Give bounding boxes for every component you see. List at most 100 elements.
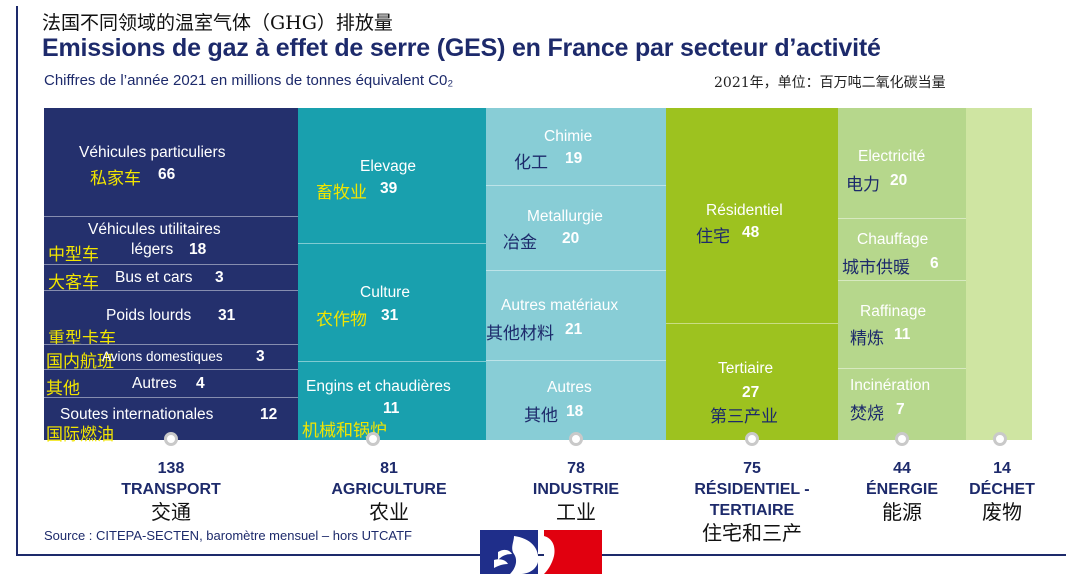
sector-marker-dot — [745, 432, 759, 446]
sector-industrie: Chimie 化工 19 Metallurgie 冶金 20 Autres ma… — [486, 108, 666, 440]
total-value: 78 — [567, 460, 585, 477]
value: 31 — [381, 307, 399, 324]
total-agriculture: 81 AGRICULTURE 农业 — [304, 458, 474, 524]
segment-autres-materiaux: Autres matériaux 其他材料 21 — [486, 270, 666, 360]
value: 27 — [742, 384, 760, 401]
label-fr: Bus et cars — [115, 269, 193, 286]
label-fr: Véhicules utilitaires — [88, 221, 221, 238]
label-cn: 化工 — [514, 153, 548, 173]
sector-transport: Véhicules particuliers 私家车 66 Véhicules … — [44, 108, 298, 445]
segment-poids-lourds: Poids lourds 31 重型卡车 — [44, 290, 298, 349]
chart-frame — [16, 6, 1066, 556]
label-fr: Metallurgie — [527, 208, 603, 225]
label-cn: 精炼 — [850, 329, 884, 349]
segment-autres-industrie: Autres 其他 18 — [486, 360, 666, 440]
label-cn: 其他材料 — [486, 324, 554, 344]
sector-dechet — [966, 108, 1032, 440]
label-cn: 国内航班 — [46, 352, 114, 372]
label-fr: Elevage — [360, 158, 417, 175]
value: 18 — [189, 241, 207, 258]
segment-soutes-internationales: Soutes internationales 12 国际燃油 — [44, 397, 298, 445]
label-fr: Culture — [360, 284, 410, 301]
label-fr: Autres matériaux — [501, 297, 619, 314]
label-fr: Véhicules particuliers — [79, 144, 226, 161]
segment-metallurgie: Metallurgie 冶金 20 — [486, 185, 666, 270]
segment-chauffage: Chauffage 城市供暖 6 — [838, 218, 966, 280]
total-transport: 138 TRANSPORT 交通 — [100, 458, 242, 524]
value: 18 — [566, 403, 584, 420]
value: 19 — [565, 150, 583, 167]
value: 6 — [930, 255, 939, 272]
sector-marker-dot — [366, 432, 380, 446]
label-cn: 第三产业 — [710, 407, 778, 427]
segment-residentiel: Résidentiel 住宅 48 — [666, 108, 838, 323]
label-cn: 畜牧业 — [316, 183, 367, 203]
label-cn: 大客车 — [48, 273, 99, 293]
sector-name: TRANSPORT — [121, 481, 221, 498]
segment-culture: Culture 农作物 31 — [298, 243, 486, 361]
sector-name: INDUSTRIE — [532, 481, 620, 498]
sector-name-2: TERTIAIRE — [709, 502, 795, 519]
value: 4 — [196, 375, 205, 392]
segment-raffinage: Raffinage 精炼 11 — [838, 280, 966, 368]
value: 7 — [896, 401, 905, 418]
value: 11 — [894, 326, 911, 343]
segment-autres-transport: 其他 Autres 4 — [44, 369, 298, 399]
label-cn: 机械和锅炉 — [302, 421, 387, 441]
sector-agriculture: Elevage 畜牧业 39 Culture 农作物 31 Engins et … — [298, 108, 486, 441]
sector-name: RÉSIDENTIEL - — [694, 481, 810, 498]
sector-name-cn: 工业 — [556, 500, 596, 524]
total-value: 81 — [380, 460, 398, 477]
label-cn: 电力 — [846, 175, 880, 195]
label-cn: 其他 — [524, 406, 558, 426]
label-fr-2: légers — [131, 241, 174, 258]
segment-bus-et-cars: 大客车 Bus et cars 3 — [44, 264, 298, 293]
label-fr: Poids lourds — [106, 307, 192, 324]
segment-engins-chaudieres: Engins et chaudières 11 机械和锅炉 — [298, 361, 486, 441]
sector-marker-dot — [895, 432, 909, 446]
label-cn: 私家车 — [90, 169, 141, 189]
label-cn: 焚烧 — [850, 404, 884, 424]
segment-chimie: Chimie 化工 19 — [486, 108, 666, 185]
sector-name: DÉCHET — [969, 481, 1035, 498]
value: 20 — [890, 172, 908, 189]
label-cn: 冶金 — [503, 233, 537, 253]
value: 20 — [562, 230, 580, 247]
total-value: 75 — [743, 460, 761, 477]
sector-residentiel-tertiaire: Résidentiel 住宅 48 Tertiaire 27 第三产业 — [666, 108, 838, 440]
label-fr: Avions domestiques — [102, 349, 223, 364]
sector-marker-dot — [993, 432, 1007, 446]
subtitle-fr: Chiffres de l’année 2021 en millions de … — [44, 72, 454, 89]
title-cn: 法国不同领域的温室气体（GHG）排放量 — [42, 12, 393, 34]
sector-energie: Electricité 电力 20 Chauffage 城市供暖 6 Raffi… — [838, 108, 966, 440]
label-fr: Tertiaire — [718, 360, 774, 377]
label-fr: Autres — [547, 379, 592, 396]
segment-tertiaire: Tertiaire 27 第三产业 — [666, 323, 838, 440]
value: 39 — [380, 180, 398, 197]
total-value: 14 — [993, 460, 1011, 477]
total-energie: 44 ÉNERGIE 能源 — [850, 458, 954, 524]
segment-electricite: Electricité 电力 20 — [838, 108, 966, 218]
label-fr: Engins et chaudières — [306, 378, 451, 395]
label-fr: Résidentiel — [706, 202, 783, 219]
label-cn: 住宅 — [696, 227, 730, 247]
label-fr: Raffinage — [860, 303, 927, 320]
value: 31 — [218, 307, 236, 324]
segment-vehicules-particuliers: Véhicules particuliers 私家车 66 — [44, 108, 298, 216]
total-industrie: 78 INDUSTRIE 工业 — [506, 458, 646, 524]
segment-incineration: Incinération 焚烧 7 — [838, 368, 966, 440]
sector-name: AGRICULTURE — [331, 481, 447, 498]
label-cn: 国际燃油 — [46, 425, 114, 445]
value: 12 — [260, 406, 278, 423]
label-fr: Chimie — [544, 128, 593, 145]
sector-marker-dot — [164, 432, 178, 446]
label-fr: Soutes internationales — [60, 406, 214, 423]
subtitle-cn: 2021年，单位：百万吨二氧化碳当量 — [714, 75, 946, 91]
sector-name-cn: 能源 — [882, 500, 922, 524]
total-dechet: 14 DÉCHET 废物 — [960, 458, 1044, 524]
sector-name-cn: 废物 — [982, 500, 1022, 524]
total-residentiel-tertiaire: 75 RÉSIDENTIEL - TERTIAIRE 住宅和三产 — [672, 458, 832, 545]
label-fr: Chauffage — [857, 231, 929, 248]
label-fr: Incinération — [850, 377, 931, 394]
total-value: 138 — [157, 460, 185, 477]
